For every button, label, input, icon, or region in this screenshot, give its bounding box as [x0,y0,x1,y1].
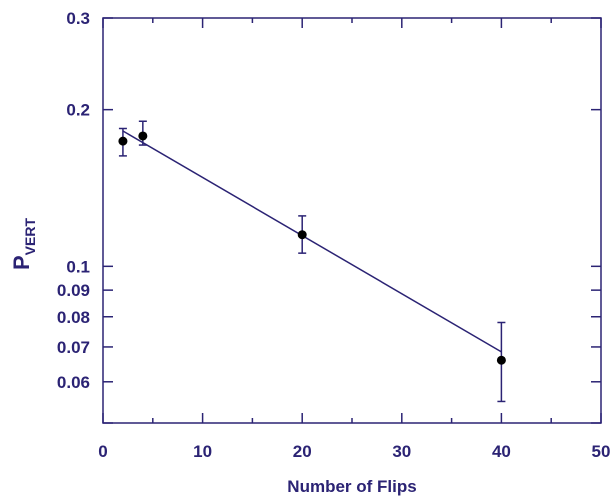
fit-line-group [122,130,502,353]
y-tick-label: 0.09 [57,281,90,300]
data-point [118,136,128,146]
x-tick-label: 40 [492,442,511,461]
y-axis-title: PVERT [9,218,38,270]
plot-frame [102,17,602,424]
data-point [138,131,148,141]
x-axis-title: Number of Flips [287,477,416,496]
x-tick-label: 10 [193,442,212,461]
ticks [102,17,602,424]
y-tick-label: 0.07 [57,338,90,357]
x-tick-label: 50 [592,442,611,461]
y-tick-label: 0.1 [66,257,90,276]
y-tick-label: 0.06 [57,373,90,392]
y-axis-title-sub: VERT [22,218,38,256]
y-tick-label: 0.2 [66,101,90,120]
svg-text:PVERT: PVERT [9,218,38,270]
fit-line [122,130,502,353]
y-tick-label: 0.3 [66,9,90,28]
y-axis-title-main: P [9,255,34,270]
x-tick-label: 30 [392,442,411,461]
x-tick-label: 0 [98,442,107,461]
tick-labels: 0 10 20 30 40 50 0.06 0.07 0.08 0.09 0.1 0.2 0.3 [57,9,611,461]
data-points [118,131,506,365]
data-point [297,230,307,240]
y-tick-label: 0.08 [57,308,90,327]
x-tick-label: 20 [293,442,312,461]
data-point [496,355,506,365]
